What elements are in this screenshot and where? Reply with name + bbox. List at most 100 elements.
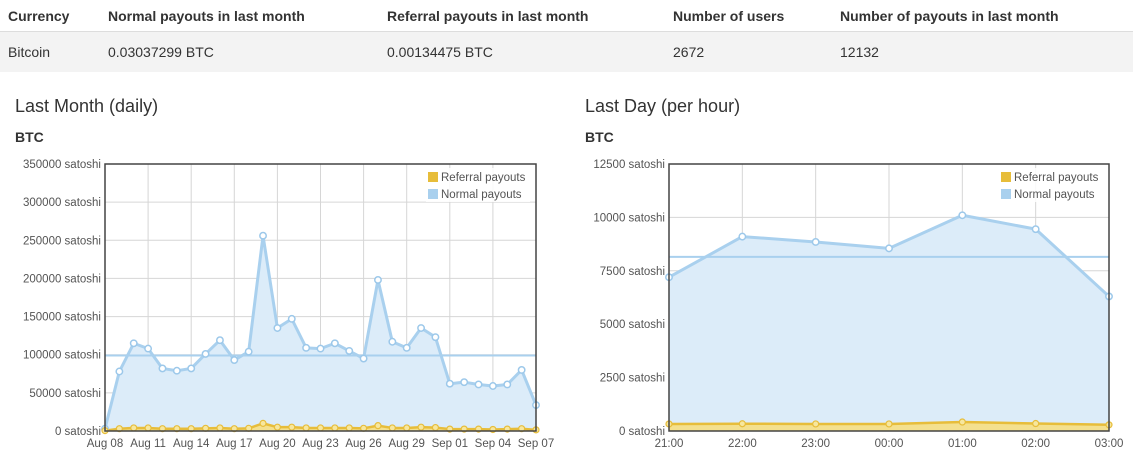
chart-title: Last Day (per hour) [585, 96, 741, 116]
y-tick-label: 5000 satoshi [600, 319, 665, 331]
legend-swatch-referral [1001, 172, 1011, 182]
normal-payouts-point [885, 244, 893, 253]
referral-payouts-point [417, 423, 425, 431]
x-tick-label: Aug 29 [388, 438, 424, 450]
column-header-number-of-users: Number of users [673, 0, 840, 32]
normal-payouts-point [460, 378, 469, 387]
column-header-number-of-payouts: Number of payouts in last month [840, 0, 1133, 32]
normal-payouts-point [474, 380, 483, 389]
x-tick-label: Aug 17 [216, 438, 252, 450]
referral-payouts-point [812, 420, 820, 428]
referral-payouts-point [885, 420, 893, 428]
normal-payouts-point [417, 324, 426, 332]
normal-payouts-point [316, 344, 325, 353]
legend-label-referral: Referral payouts [1014, 172, 1099, 184]
legend-background [999, 168, 1103, 202]
normal-payouts-point [158, 364, 167, 373]
cell-number-of-users: 2672 [673, 31, 840, 72]
column-header-currency: Currency [0, 0, 108, 32]
column-header-normal-payouts: Normal payouts in last month [108, 0, 387, 32]
normal-payouts-point [445, 379, 454, 388]
y-tick-label: 10000 satoshi [593, 212, 665, 224]
legend-label-normal: Normal payouts [441, 189, 522, 201]
normal-payouts-point [215, 336, 224, 345]
normal-payouts-point [503, 380, 512, 389]
normal-payouts-point [115, 367, 124, 376]
normal-payouts-point [374, 276, 382, 284]
referral-payouts-point [259, 419, 267, 427]
legend-background [426, 168, 530, 202]
normal-payouts-point [172, 366, 181, 375]
normal-payouts-point [330, 339, 339, 348]
y-tick-label: 350000 satoshi [23, 159, 101, 171]
normal-payouts-point [144, 344, 153, 353]
x-tick-label: Aug 14 [173, 438, 210, 450]
x-tick-label: Aug 20 [259, 438, 295, 450]
y-tick-label: 7500 satoshi [600, 266, 665, 278]
chart-unit-label: BTC [15, 129, 44, 145]
column-header-referral-payouts: Referral payouts in last month [387, 0, 673, 32]
referral-payouts-point [288, 423, 296, 431]
y-tick-label: 0 satoshi [619, 426, 665, 438]
normal-payouts-point [958, 211, 967, 220]
normal-payouts-point [259, 231, 267, 240]
normal-payouts-point [187, 364, 196, 373]
referral-payouts-point [958, 418, 966, 426]
chart-title: Last Month (daily) [15, 96, 159, 116]
y-tick-label: 150000 satoshi [23, 312, 101, 324]
plot-frame [668, 163, 1110, 432]
x-tick-label: 22:00 [728, 438, 757, 450]
legend-swatch-normal [428, 189, 438, 199]
table-row: Bitcoin 0.03037299 BTC 0.00134475 BTC 26… [0, 31, 1133, 72]
normal-payouts-point [388, 337, 397, 346]
normal-payouts-point [287, 314, 296, 323]
normal-payouts-point [431, 333, 440, 342]
normal-payouts-point [402, 343, 411, 352]
x-tick-label: 00:00 [875, 438, 904, 450]
cell-number-of-payouts: 12132 [840, 31, 1133, 72]
y-tick-label: 0 satoshi [55, 426, 101, 438]
payouts-stats-table: Currency Normal payouts in last month Re… [0, 0, 1133, 72]
referral-payouts-point [374, 422, 382, 430]
y-tick-label: 2500 satoshi [600, 373, 665, 385]
plot-frame [104, 163, 537, 432]
normal-payouts-point [517, 366, 526, 374]
normal-payouts-point [302, 343, 311, 352]
y-tick-label: 100000 satoshi [23, 350, 101, 362]
y-tick-label: 300000 satoshi [23, 197, 101, 209]
normal-payouts-area [105, 235, 536, 431]
normal-payouts-point [201, 350, 210, 358]
normal-payouts-area [669, 215, 1109, 431]
legend-label-referral: Referral payouts [441, 172, 526, 184]
y-tick-label: 200000 satoshi [23, 273, 101, 285]
y-tick-label: 12500 satoshi [593, 159, 665, 171]
x-tick-label: Sep 04 [475, 438, 512, 450]
x-tick-label: 01:00 [948, 438, 977, 450]
chart-unit-label: BTC [585, 129, 614, 145]
legend-swatch-normal [1001, 189, 1011, 199]
cell-currency: Bitcoin [0, 31, 108, 72]
normal-payouts-point [244, 347, 253, 356]
x-tick-label: Sep 07 [518, 438, 554, 450]
normal-payouts-point [811, 238, 820, 246]
x-tick-label: Aug 08 [87, 438, 123, 450]
normal-payouts-point [488, 382, 497, 390]
table-header-row: Currency Normal payouts in last month Re… [0, 0, 1133, 32]
normal-payouts-point [1031, 225, 1040, 234]
x-tick-label: 21:00 [655, 438, 684, 450]
normal-payouts-point [359, 354, 368, 363]
normal-payouts-point [129, 339, 138, 348]
x-tick-label: Aug 23 [302, 438, 338, 450]
x-tick-label: 02:00 [1021, 438, 1050, 450]
x-tick-label: Aug 26 [345, 438, 381, 450]
referral-payouts-point [1032, 419, 1040, 428]
referral-payouts-point [738, 420, 746, 428]
cell-normal-payouts: 0.03037299 BTC [108, 31, 387, 72]
x-tick-label: Aug 11 [130, 438, 166, 450]
y-tick-label: 250000 satoshi [23, 235, 101, 247]
x-tick-label: 23:00 [801, 438, 830, 450]
x-tick-label: 03:00 [1095, 438, 1124, 450]
legend-label-normal: Normal payouts [1014, 189, 1095, 201]
